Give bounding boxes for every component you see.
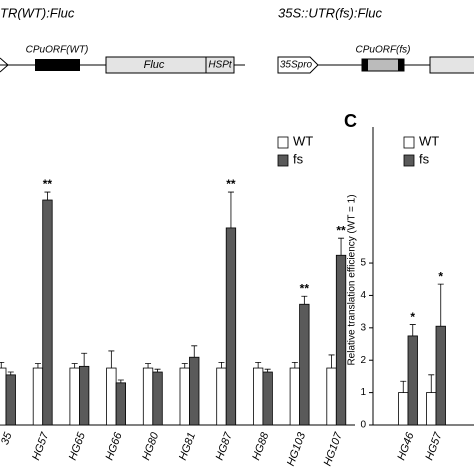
error-bar bbox=[44, 191, 51, 201]
error-bar bbox=[154, 368, 161, 373]
error-bar bbox=[191, 345, 198, 358]
bar bbox=[42, 199, 53, 426]
x-tick-label: HG80 bbox=[140, 430, 161, 462]
y-axis-label: Relative translation efficiency (WT = 1) bbox=[347, 194, 358, 365]
fluc-box bbox=[429, 56, 474, 74]
error-bar bbox=[108, 350, 115, 369]
significance: ** bbox=[43, 177, 53, 191]
uorf-box bbox=[361, 58, 405, 72]
legend-label: WT bbox=[419, 133, 439, 148]
y-tick-label: 3 bbox=[360, 322, 366, 333]
x-tick-label: HG57 bbox=[30, 430, 51, 462]
legend-label: fs bbox=[419, 151, 430, 166]
legend-label: fs bbox=[293, 151, 304, 166]
significance: ** bbox=[336, 223, 346, 237]
error-bar bbox=[437, 283, 444, 327]
error-bar bbox=[328, 354, 335, 369]
bar bbox=[407, 335, 418, 426]
x-tick-label: HG46 bbox=[395, 430, 416, 462]
bar bbox=[289, 367, 301, 426]
bar bbox=[79, 365, 90, 426]
uorf-box bbox=[35, 59, 80, 71]
error-bar bbox=[291, 361, 298, 369]
bar bbox=[152, 371, 163, 426]
bar bbox=[69, 367, 80, 426]
promoter-arrow bbox=[0, 57, 9, 73]
error-bar bbox=[7, 371, 14, 375]
uorf-edge bbox=[398, 59, 404, 71]
legend-label: WT bbox=[293, 133, 313, 148]
error-bar bbox=[338, 237, 345, 256]
bar bbox=[398, 392, 409, 426]
x-tick-label: HG87 bbox=[214, 430, 235, 462]
error-bar bbox=[264, 368, 271, 373]
error-bar bbox=[400, 380, 407, 393]
legend-swatch bbox=[277, 154, 289, 167]
bar bbox=[142, 367, 154, 426]
x-tick-label: 35 bbox=[0, 430, 15, 446]
term-label: HSPt bbox=[208, 60, 233, 71]
significance: ** bbox=[226, 177, 236, 191]
construct-label: 35S::UTR(fs):Fluc bbox=[278, 5, 383, 20]
x-tick-label: HG81 bbox=[177, 431, 198, 462]
x-tick-label: HG103 bbox=[285, 430, 308, 468]
uorf-edge bbox=[362, 59, 368, 71]
x-tick-label: HG57 bbox=[423, 430, 444, 462]
bar bbox=[115, 382, 126, 426]
bar bbox=[326, 367, 337, 426]
bar bbox=[179, 367, 190, 426]
fluc-label: Fluc bbox=[144, 59, 165, 71]
y-tick-label: 4 bbox=[360, 290, 366, 301]
bar bbox=[252, 367, 264, 426]
uorf-label: CPuORF(WT) bbox=[26, 45, 89, 56]
y-tick-label: 1 bbox=[360, 387, 366, 398]
legend-swatch bbox=[403, 154, 415, 167]
error-bar bbox=[117, 379, 124, 383]
x-tick-label: HG107 bbox=[322, 430, 345, 468]
error-bar bbox=[227, 191, 234, 228]
y-tick-label: 0 bbox=[360, 420, 366, 431]
bar bbox=[435, 325, 446, 426]
error-bar bbox=[34, 363, 41, 369]
error-bar bbox=[0, 361, 5, 369]
y-tick-label: 2 bbox=[360, 355, 366, 366]
uorf-label: CPuORF(fs) bbox=[356, 45, 411, 56]
x-tick-label: HG66 bbox=[104, 430, 125, 462]
error-bar bbox=[181, 363, 188, 369]
error-bar bbox=[301, 295, 308, 305]
legend-swatch bbox=[277, 136, 289, 149]
promoter-label: 35Spro bbox=[280, 60, 313, 71]
term-box bbox=[205, 56, 235, 74]
bar bbox=[335, 254, 347, 426]
error-bar bbox=[428, 374, 435, 393]
error-bar bbox=[218, 361, 225, 369]
bar bbox=[5, 374, 16, 426]
bar bbox=[32, 367, 44, 426]
bar bbox=[299, 303, 310, 426]
bar bbox=[106, 367, 117, 426]
error-bar bbox=[71, 363, 78, 369]
bar bbox=[189, 356, 200, 426]
error-bar bbox=[409, 324, 416, 336]
legend-swatch bbox=[403, 136, 415, 149]
bar bbox=[216, 367, 227, 426]
bar bbox=[262, 371, 273, 426]
error-bar bbox=[81, 352, 88, 367]
promoter-box bbox=[277, 56, 319, 74]
x-tick-label: HG65 bbox=[67, 430, 88, 462]
bar bbox=[225, 227, 237, 426]
significance: ** bbox=[300, 281, 310, 295]
construct-label: TR(WT):Fluc bbox=[0, 5, 75, 20]
error-bar bbox=[145, 363, 152, 369]
bar bbox=[426, 392, 437, 426]
bar bbox=[0, 367, 7, 426]
error-bar bbox=[255, 361, 262, 369]
y-tick-label: 5 bbox=[360, 258, 366, 269]
significance: * bbox=[410, 310, 415, 324]
panel-letter: C bbox=[344, 111, 357, 131]
significance: * bbox=[438, 269, 443, 283]
x-tick-label: HG88 bbox=[250, 430, 271, 462]
